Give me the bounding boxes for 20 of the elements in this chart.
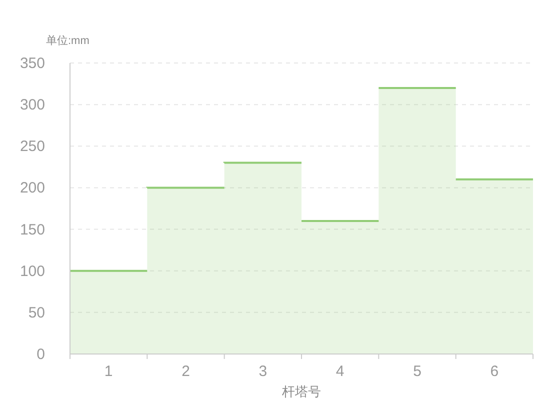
x-tick-label: 4 [336,363,344,380]
bar [454,178,534,355]
bar [146,186,226,355]
bar [378,86,457,355]
y-tick-label: 150 [20,221,45,238]
y-tick-label: 100 [20,262,45,280]
y-tick-label: 350 [20,55,45,72]
x-axis-title: 杆塔号 [281,384,321,399]
x-tick-label: 6 [490,363,499,380]
y-axis-title: 单位:mm [46,34,90,47]
x-tick-label: 5 [413,363,422,380]
x-tick-label: 1 [104,363,113,380]
y-tick-label: 200 [20,180,45,197]
x-tick-label: 3 [258,363,268,380]
x-tick-label: 2 [182,363,190,380]
y-tick-label: 50 [28,304,45,322]
y-tick-label: 250 [20,138,45,156]
y-tick-label: 0 [36,346,45,363]
y-tick-label: 300 [20,96,45,114]
bar [69,270,148,355]
